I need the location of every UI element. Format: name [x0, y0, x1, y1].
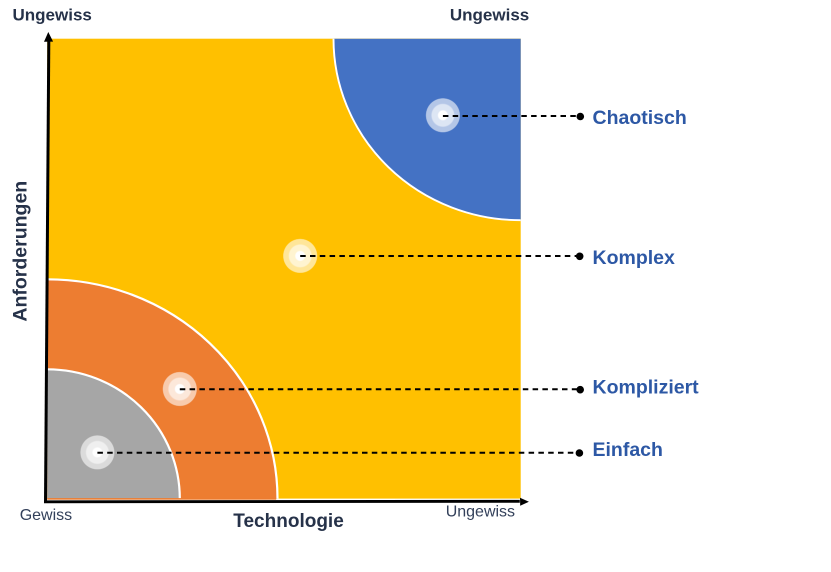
- svg-text:Chaotisch: Chaotisch: [593, 107, 687, 129]
- svg-text:Anforderungen: Anforderungen: [9, 181, 31, 322]
- svg-text:Komplex: Komplex: [593, 247, 676, 269]
- svg-text:Technologie: Technologie: [233, 511, 343, 532]
- svg-text:Ungewiss: Ungewiss: [13, 5, 92, 24]
- svg-text:Gewiss: Gewiss: [20, 507, 72, 524]
- svg-text:Ungewiss: Ungewiss: [450, 5, 529, 24]
- svg-text:Ungewiss: Ungewiss: [446, 503, 515, 520]
- svg-text:Einfach: Einfach: [593, 439, 663, 461]
- svg-text:Kompliziert: Kompliziert: [593, 376, 700, 398]
